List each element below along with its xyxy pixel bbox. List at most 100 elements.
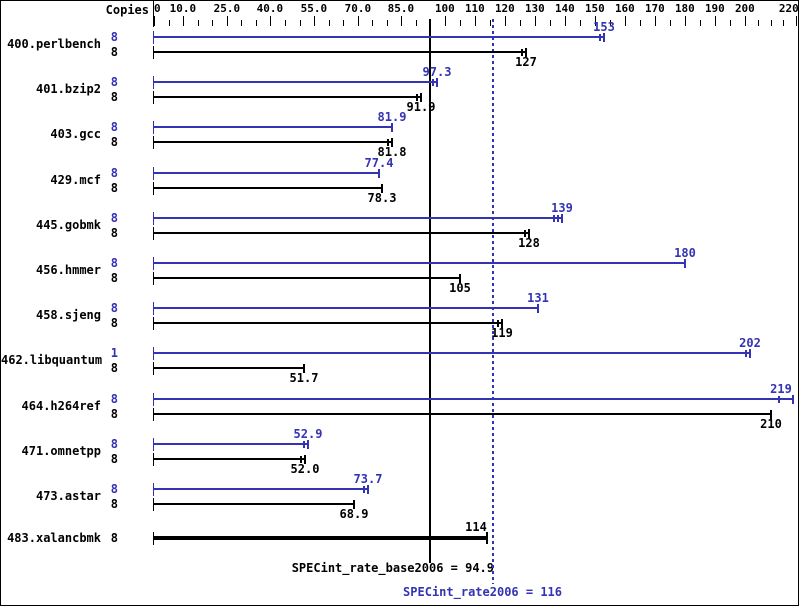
copies-value: 8 (110, 316, 118, 330)
axis-major-tick (715, 16, 716, 26)
base-bar (154, 458, 305, 460)
axis-major-tick (358, 16, 359, 26)
copies-value: 8 (110, 497, 118, 511)
bar-end-cap (307, 440, 309, 449)
axis-minor-tick (670, 20, 671, 26)
base-value-label: 68.9 (339, 507, 369, 521)
benchmark-label: 403.gcc (50, 127, 101, 141)
base-bar (154, 232, 529, 234)
axis-tick-label: 40.0 (256, 2, 284, 15)
axis-minor-tick (285, 20, 286, 26)
bar-start-cap (153, 76, 154, 89)
copies-value: 8 (110, 437, 118, 451)
peak-value-label: 180 (674, 246, 696, 260)
bar-spread-tick (432, 79, 434, 86)
axis-major-tick (655, 16, 656, 26)
base-value-label: 81.8 (377, 145, 407, 159)
bar-start-cap (153, 408, 154, 421)
axis-tick-label: 100 (434, 2, 455, 15)
bar-end-cap (378, 169, 380, 178)
bar-start-cap (153, 46, 154, 59)
axis-major-tick (796, 16, 797, 26)
base-bar (154, 141, 392, 143)
copies-value: 8 (110, 361, 118, 375)
axis-minor-tick (416, 20, 417, 26)
axis-minor-tick (490, 20, 491, 26)
bar-start-cap (153, 31, 154, 44)
axis-minor-tick (520, 20, 521, 26)
copies-value: 8 (110, 531, 118, 545)
copies-value: 1 (110, 346, 118, 360)
base-metric-label: SPECint_rate_base2006 = 94.9 (291, 561, 494, 575)
benchmark-label: 456.hmmer (35, 263, 101, 277)
axis-minor-tick (460, 20, 461, 26)
peak-bar (154, 307, 538, 309)
base-value-label: 114 (465, 520, 487, 534)
bar-end-cap (367, 485, 369, 494)
bar-end-cap (525, 48, 527, 57)
base-value-label: 119 (491, 326, 513, 340)
axis-major-tick (595, 16, 596, 26)
copies-value: 8 (110, 181, 118, 195)
axis-tick-label: 160 (614, 2, 635, 15)
base-reference-line (429, 19, 431, 563)
peak-metric-label: SPECint_rate2006 = 116 (403, 585, 562, 599)
axis-tick-label: 180 (674, 2, 695, 15)
copies-value: 8 (110, 301, 118, 315)
peak-value-label: 202 (739, 336, 761, 350)
bar-spread-tick (599, 34, 601, 41)
copies-value: 8 (110, 30, 118, 44)
bar-end-cap (303, 364, 305, 373)
copies-value: 8 (110, 256, 118, 270)
bar-start-cap (153, 272, 154, 285)
benchmark-label: 445.gobmk (35, 218, 101, 232)
bar-end-cap (684, 259, 686, 268)
bar-start-cap (153, 212, 154, 225)
axis-major-tick (445, 16, 446, 26)
benchmark-label: 473.astar (35, 489, 101, 503)
bar-end-cap (792, 395, 794, 404)
axis-tick-label: 140 (554, 2, 575, 15)
bar-spread-tick (300, 456, 302, 463)
peak-value-label: 131 (527, 291, 549, 305)
bar-end-cap (770, 410, 772, 419)
peak-value-label: 73.7 (353, 472, 383, 486)
base-value-label: 78.3 (367, 191, 397, 205)
base-bar (154, 96, 421, 98)
peak-value-label: 139 (551, 201, 573, 215)
benchmark-label: 464.h264ref (21, 399, 101, 413)
copies-value: 8 (110, 45, 118, 59)
bar-spread-tick (524, 230, 526, 237)
copies-value: 8 (110, 482, 118, 496)
copies-value: 8 (110, 166, 118, 180)
axis-minor-tick (610, 20, 611, 26)
base-value-label: 128 (518, 236, 540, 250)
benchmark-label: 471.omnetpp (21, 444, 101, 458)
axis-major-tick (401, 16, 402, 26)
base-bar (154, 187, 382, 189)
bar-end-cap (528, 229, 530, 238)
peak-value-label: 52.9 (293, 427, 323, 441)
axis-minor-tick (700, 20, 701, 26)
axis-minor-tick (212, 20, 213, 26)
axis-tick-label: 10.0 (169, 2, 197, 15)
peak-bar (154, 262, 685, 264)
bar-end-cap (353, 500, 355, 509)
copies-value: 8 (110, 211, 118, 225)
peak-bar (154, 398, 793, 400)
base-bar (154, 367, 304, 369)
axis-minor-tick (372, 20, 373, 26)
bar-end-cap (391, 123, 393, 132)
peak-bar (154, 172, 379, 174)
copies-value: 8 (110, 271, 118, 285)
peak-value-label: 81.9 (377, 110, 407, 124)
axis-minor-tick (730, 20, 731, 26)
bar-start-cap (153, 393, 154, 406)
axis-tick-label: 85.0 (387, 2, 415, 15)
axis-minor-tick (580, 20, 581, 26)
axis-tick-label: 25.0 (213, 2, 241, 15)
base-value-label: 52.0 (290, 462, 320, 476)
bar-end-cap (381, 184, 383, 193)
axis-major-tick (314, 16, 315, 26)
axis-minor-tick (329, 20, 330, 26)
